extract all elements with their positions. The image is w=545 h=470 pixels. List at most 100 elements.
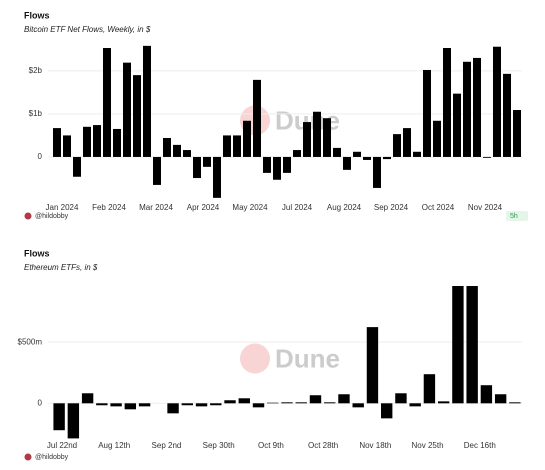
x-tick-label: Dec 16th — [464, 441, 496, 450]
y-tick-label: $500m — [18, 337, 43, 346]
bar — [181, 403, 193, 406]
bar — [338, 394, 350, 404]
bar — [195, 403, 208, 407]
bar — [67, 403, 80, 439]
bar — [103, 48, 111, 157]
bar — [83, 126, 91, 157]
bar — [53, 403, 65, 431]
x-tick-label: Sep 2nd — [152, 441, 182, 450]
bar — [483, 156, 491, 158]
bar — [343, 156, 351, 170]
bar — [281, 402, 293, 404]
bar — [413, 151, 421, 157]
bar — [233, 135, 241, 157]
bar — [466, 286, 478, 404]
y-tick-label: $1b — [29, 109, 43, 118]
bar — [383, 156, 391, 160]
bar — [167, 403, 179, 414]
y-tick-label: 0 — [38, 398, 43, 407]
bar — [163, 138, 171, 157]
x-tick-label: Nov 2024 — [468, 203, 503, 212]
x-tick-label: Jul 22nd — [47, 441, 77, 450]
bar — [210, 403, 222, 406]
bar — [53, 128, 61, 157]
bar — [352, 403, 364, 408]
bar — [373, 156, 381, 188]
bar — [224, 400, 236, 404]
bar — [138, 403, 151, 407]
bar — [110, 403, 122, 407]
bar — [513, 110, 521, 157]
chart-title: Flows — [24, 248, 50, 258]
bar — [409, 403, 421, 407]
bar — [393, 134, 401, 157]
bar — [423, 69, 431, 157]
y-tick-label: $2b — [29, 66, 43, 75]
bar — [480, 385, 493, 404]
x-tick-label: Jan 2024 — [46, 203, 79, 212]
x-tick-label: Sep 2024 — [374, 203, 409, 212]
watermark: Dune — [275, 343, 340, 373]
bar — [333, 147, 341, 157]
x-tick-label: Apr 2024 — [187, 203, 220, 212]
bar — [423, 374, 436, 404]
bar — [193, 156, 201, 179]
chart-subtitle: Ethereum ETFs, in $ — [24, 263, 98, 272]
bar — [363, 156, 371, 160]
bar — [453, 93, 461, 157]
chart-subtitle: Bitcoin ETF Net Flows, Weekly, in $ — [24, 25, 151, 34]
badge: 5h — [510, 213, 518, 220]
bar — [238, 398, 250, 404]
bar — [443, 48, 451, 157]
bar — [324, 402, 336, 404]
bar — [463, 61, 471, 157]
bar — [295, 402, 307, 404]
bar — [381, 403, 393, 419]
bar — [353, 151, 361, 157]
bar — [309, 395, 322, 404]
bar — [63, 135, 71, 157]
bar — [153, 156, 161, 185]
y-tick-label: 0 — [38, 152, 43, 161]
bar — [133, 75, 141, 157]
bar — [93, 125, 101, 157]
bar — [123, 62, 131, 157]
bar — [124, 403, 137, 410]
bar — [293, 150, 301, 157]
bar — [203, 156, 211, 167]
bar — [437, 401, 450, 404]
x-tick-label: Jul 2024 — [282, 203, 313, 212]
bar — [493, 46, 501, 157]
author: @hildobby — [35, 454, 69, 461]
bar — [494, 394, 507, 404]
bar — [263, 156, 271, 173]
bar — [173, 144, 181, 157]
x-tick-label: Oct 2024 — [422, 203, 455, 212]
x-tick-label: Aug 2024 — [327, 203, 362, 212]
bar — [509, 402, 521, 404]
x-tick-label: Nov 18th — [359, 441, 391, 450]
bar — [253, 79, 261, 157]
bar — [143, 45, 151, 157]
bar — [183, 150, 191, 157]
x-tick-label: May 2024 — [232, 203, 268, 212]
x-tick-label: Oct 9th — [258, 441, 284, 450]
x-tick-label: Mar 2024 — [139, 203, 173, 212]
watermark-logo — [240, 343, 270, 374]
bar — [223, 135, 231, 157]
chart-title: Flows — [24, 10, 50, 20]
bar — [313, 111, 321, 157]
bar — [73, 156, 81, 177]
x-tick-label: Oct 28th — [308, 441, 338, 450]
author-avatar — [24, 212, 32, 220]
badge-bg — [506, 211, 528, 221]
bar — [403, 128, 411, 157]
bar — [395, 393, 407, 404]
bar — [283, 156, 291, 173]
bar — [81, 393, 94, 404]
author: @hildobby — [35, 213, 69, 220]
bar — [243, 120, 251, 157]
bar — [433, 120, 441, 157]
x-tick-label: Nov 25th — [412, 441, 444, 450]
